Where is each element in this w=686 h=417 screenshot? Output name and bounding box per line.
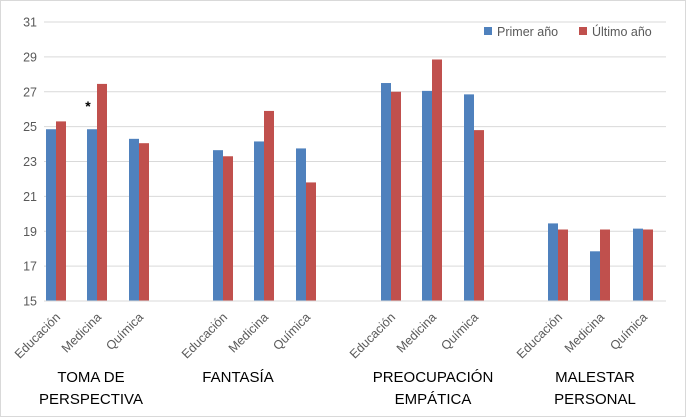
bar-primer <box>548 223 558 301</box>
bar-ultimo <box>223 156 233 301</box>
category-label: Educación <box>514 310 565 361</box>
bar-ultimo <box>600 229 610 301</box>
category-label: Química <box>438 310 481 353</box>
group-label: FANTASÍA <box>158 367 318 389</box>
group-label: TOMA DE PERSPECTIVA <box>11 367 171 411</box>
bar-ultimo <box>432 59 442 301</box>
category-label: Medicina <box>226 310 271 355</box>
bar-primer <box>213 150 223 301</box>
bar-primer <box>422 90 432 301</box>
significance-marker: * <box>85 98 91 114</box>
bar-ultimo <box>391 91 401 301</box>
y-tick-label: 23 <box>23 155 37 169</box>
bar-ultimo <box>139 143 149 301</box>
category-label: Química <box>270 310 313 353</box>
bar-ultimo <box>97 83 107 301</box>
bar-ultimo <box>643 229 653 301</box>
y-tick-label: 17 <box>23 260 37 274</box>
legend-swatch-primer <box>484 27 492 35</box>
category-label: Educación <box>179 310 230 361</box>
group-label-line: PREOCUPACIÓN <box>372 369 494 386</box>
group-label-line: FANTASÍA <box>202 369 274 386</box>
group-label: MALESTAR PERSONAL <box>515 367 675 411</box>
legend-swatch-ultimo <box>579 27 587 35</box>
y-tick-label: 31 <box>23 16 37 30</box>
group-label-line: EMPÁTICA <box>394 391 472 408</box>
category-label: Educación <box>347 310 398 361</box>
group-label-line: TOMA DE <box>57 369 125 386</box>
bar-primer <box>381 83 391 301</box>
bar-primer <box>87 129 97 301</box>
group-label-line: PERSPECTIVA <box>39 391 143 408</box>
bar-ultimo <box>264 110 274 302</box>
category-label: Medicina <box>394 310 439 355</box>
bar-ultimo <box>306 182 316 301</box>
group-label-line: PERSONAL <box>554 391 636 408</box>
category-label: Educación <box>12 310 63 361</box>
category-label: Química <box>103 310 146 353</box>
category-label: Medicina <box>562 310 607 355</box>
bar-primer <box>633 228 643 301</box>
bar-ultimo <box>56 121 66 301</box>
y-tick-label: 27 <box>23 85 37 99</box>
y-tick-label: 25 <box>23 120 37 134</box>
bar-primer <box>129 138 139 301</box>
group-label-line: MALESTAR <box>555 369 635 386</box>
bar-primer <box>254 141 264 301</box>
y-tick-label: 15 <box>23 295 37 309</box>
bar-primer <box>590 251 600 301</box>
bar-primer <box>296 148 306 301</box>
group-label: PREOCUPACIÓN EMPÁTICA <box>353 367 513 411</box>
y-tick-label: 19 <box>23 225 37 239</box>
legend-label-ultimo: Último año <box>592 24 652 39</box>
legend-label-primer: Primer año <box>497 25 558 39</box>
bar-ultimo <box>474 130 484 301</box>
y-tick-label: 21 <box>23 190 37 204</box>
bar-ultimo <box>558 229 568 301</box>
bar-primer <box>464 94 474 301</box>
y-tick-label: 29 <box>23 50 37 64</box>
category-label: Medicina <box>59 310 104 355</box>
category-label: Química <box>607 310 650 353</box>
bar-primer <box>46 129 56 301</box>
